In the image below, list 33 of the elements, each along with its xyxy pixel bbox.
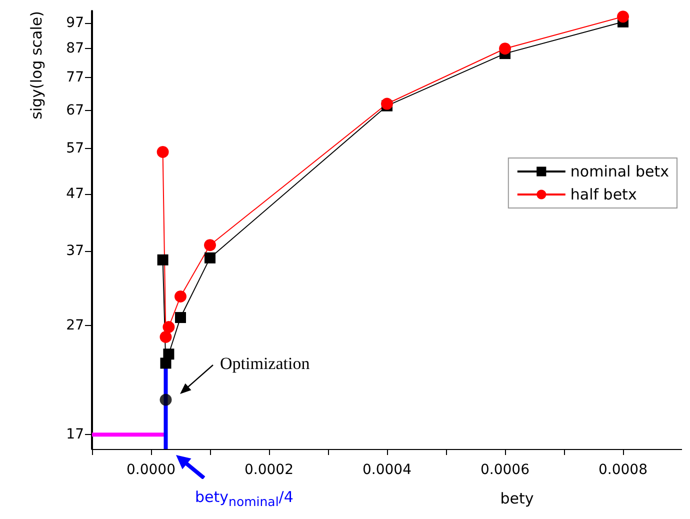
annotation: Optimization: [220, 354, 310, 373]
x-axis-title: bety: [500, 490, 534, 508]
point: [204, 239, 216, 252]
x-tick-label: 0.0002: [244, 462, 294, 478]
y-tick-label: 17: [66, 426, 84, 443]
text: bety$_{nominal}$/4: [195, 487, 294, 511]
y-tick-label: 97: [66, 14, 84, 31]
point: [204, 252, 216, 264]
point: [162, 321, 175, 334]
y-tick-label: 87: [66, 40, 84, 57]
x-tick-label: 0.0008: [598, 462, 648, 478]
point: [175, 312, 186, 324]
point: [617, 10, 629, 23]
point: [157, 254, 168, 266]
x-tick-label: 0.0000: [126, 462, 176, 478]
legend-label: half betx: [570, 186, 637, 204]
point: [174, 290, 186, 302]
x-tick-label: 0.0004: [362, 462, 412, 478]
y-axis-title: sigy(log scale): [28, 11, 46, 120]
point: [160, 394, 172, 406]
y-tick-label: 77: [66, 69, 84, 86]
y-tick-label: 27: [66, 317, 84, 334]
y-tick-label: 57: [66, 140, 84, 157]
point: [156, 146, 169, 158]
point: [163, 348, 174, 360]
y-tick-label: 67: [66, 102, 84, 118]
y-tick-label: 37: [66, 242, 84, 259]
point: [160, 330, 172, 343]
point: [499, 42, 511, 55]
x-tick-label: 0.0006: [480, 462, 530, 478]
y-tick-label: 47: [66, 186, 84, 202]
legend-label: nominal betx: [570, 162, 670, 180]
point: [381, 98, 393, 110]
